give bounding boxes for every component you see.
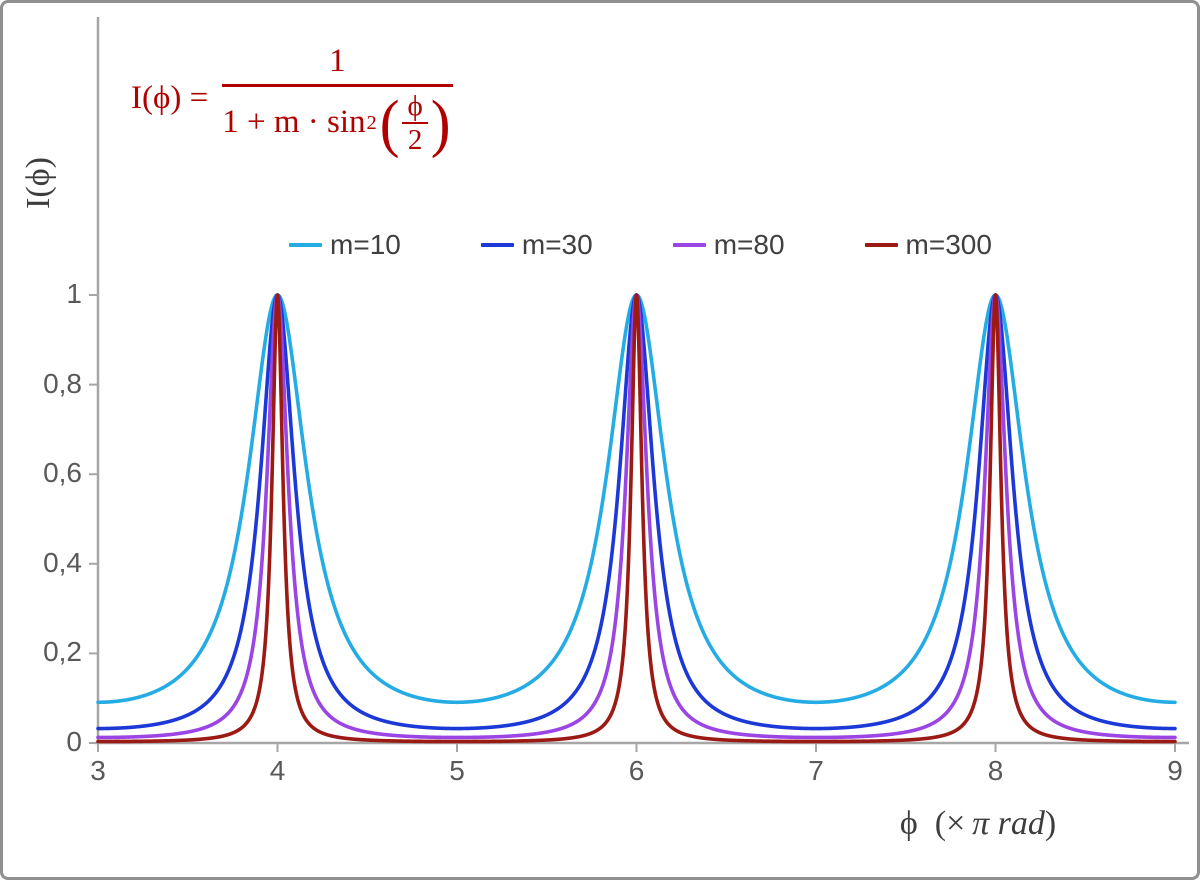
curve-m30: [96, 293, 1177, 731]
x-tick-label: 6: [628, 755, 645, 786]
x-axis-title-pre: (×: [917, 805, 973, 842]
x-axis-title: ϕ (× π rad): [900, 805, 1056, 843]
formula-den-text: 1 + m · sin: [222, 104, 366, 141]
legend-label: m=300: [905, 229, 992, 260]
formula-fraction: 1 1 + m · sin 2 ( ϕ 2 ): [222, 43, 453, 159]
legend-swatch: [672, 243, 706, 247]
legend-swatch: [480, 243, 514, 247]
chart-canvas: [89, 17, 1189, 752]
legend-item-m30: m=30: [480, 229, 593, 261]
y-tick-label: 0,4: [43, 546, 82, 578]
x-tick-label: 5: [449, 755, 465, 786]
x-axis-title-units: π rad: [972, 805, 1045, 842]
x-tick-label: 3: [90, 755, 106, 786]
y-tick-label: 0,8: [43, 367, 82, 399]
formula-numerator: 1: [222, 43, 453, 87]
legend-swatch: [289, 243, 323, 247]
y-axis-title: I(ϕ): [20, 157, 57, 209]
legend-label: m=10: [330, 229, 401, 260]
legend-label: m=30: [521, 229, 593, 260]
curve-m300: [96, 293, 1177, 744]
legend-label: m=80: [713, 229, 785, 260]
legend-swatch: [864, 243, 898, 247]
legend-item-m80: m=80: [672, 229, 785, 261]
inner-denominator: 2: [407, 124, 423, 157]
formula-annotation: I(ϕ) = 1 1 + m · sin 2 ( ϕ 2 ): [131, 43, 453, 156]
legend: m=10 m=30 m=80 m=300: [103, 229, 1178, 261]
right-paren: ): [430, 87, 451, 159]
curve-m80: [96, 293, 1177, 740]
inner-fraction: ϕ 2: [402, 90, 428, 157]
y-tick-label: 0: [66, 726, 82, 757]
x-axis-title-symbol: ϕ: [899, 805, 918, 842]
x-axis-title-post: ): [1044, 805, 1057, 842]
inner-numerator: ϕ: [402, 90, 428, 125]
y-tick-label: 1: [66, 278, 82, 309]
legend-item-m300: m=300: [864, 229, 992, 261]
x-tick-label: 7: [808, 755, 824, 786]
left-paren: (: [379, 87, 400, 159]
x-tick-label: 9: [1167, 755, 1183, 786]
y-tick-label: 0,2: [43, 636, 82, 668]
formula-lhs: I(ϕ) =: [131, 80, 209, 117]
legend-item-m10: m=10: [289, 229, 401, 261]
x-tick-label: 8: [987, 755, 1004, 786]
x-tick-label: 4: [269, 755, 286, 786]
formula-denominator: 1 + m · sin 2 ( ϕ 2 ): [222, 87, 451, 159]
y-tick-label: 0,6: [43, 457, 82, 489]
